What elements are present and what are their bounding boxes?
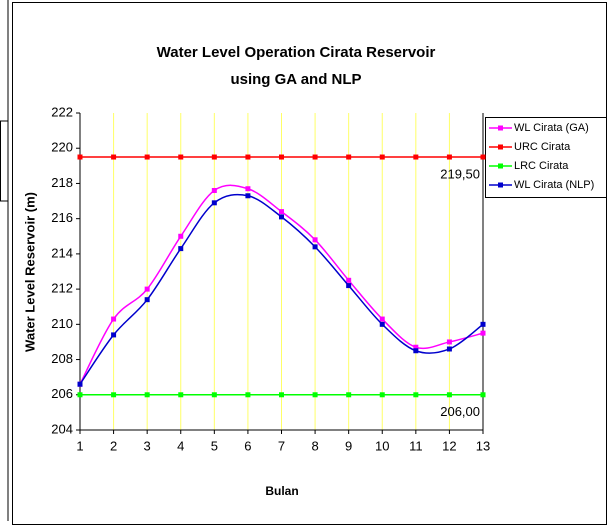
point-marker <box>77 154 83 160</box>
point-marker <box>245 193 251 199</box>
point-marker <box>211 187 217 193</box>
point-marker <box>279 209 284 215</box>
point-marker <box>312 392 318 398</box>
x-tick-label: 5 <box>211 438 218 453</box>
legend-swatch <box>498 125 503 131</box>
point-marker <box>279 154 284 160</box>
point-marker <box>144 154 150 160</box>
x-tick-label: 9 <box>345 438 352 453</box>
y-tick-label: 216 <box>51 210 73 225</box>
y-tick-label: 222 <box>51 104 73 119</box>
point-marker <box>144 297 150 303</box>
y-tick-label: 208 <box>51 351 73 366</box>
point-marker <box>446 154 452 160</box>
point-marker <box>480 330 486 336</box>
y-tick-label: 214 <box>51 245 73 260</box>
point-marker <box>312 237 318 243</box>
x-tick-label: 11 <box>409 438 423 453</box>
y-tick-label: 204 <box>51 421 73 436</box>
point-marker <box>111 154 117 160</box>
left-box <box>0 120 9 202</box>
chart-title: using GA and NLP <box>230 71 361 88</box>
x-tick-label: 6 <box>244 438 251 453</box>
point-marker <box>446 346 452 352</box>
legend-label: WL Cirata (NLP) <box>514 179 594 191</box>
point-marker <box>379 316 385 322</box>
point-marker <box>446 392 452 398</box>
x-tick-label: 10 <box>375 438 389 453</box>
annotation: 206,00 <box>440 404 480 419</box>
point-marker <box>144 286 150 292</box>
point-marker <box>178 154 184 160</box>
point-marker <box>111 332 117 338</box>
point-marker <box>480 154 486 160</box>
y-axis-label: Water Level Reservoir (m) <box>22 192 37 352</box>
x-tick-label: 7 <box>278 438 285 453</box>
legend-swatch <box>498 182 503 188</box>
x-tick-label: 8 <box>311 438 318 453</box>
point-marker <box>346 154 352 160</box>
y-tick-label: 212 <box>51 281 73 296</box>
x-tick-label: 12 <box>442 438 456 453</box>
legend-swatch <box>498 144 503 150</box>
point-marker <box>178 246 184 252</box>
point-marker <box>77 381 83 387</box>
point-marker <box>312 154 318 160</box>
y-tick-label: 220 <box>51 140 73 155</box>
point-marker <box>211 392 217 398</box>
point-marker <box>245 154 251 160</box>
point-marker <box>211 154 217 160</box>
point-marker <box>279 214 284 220</box>
y-tick-label: 218 <box>51 175 73 190</box>
point-marker <box>245 186 251 192</box>
point-marker <box>346 392 352 398</box>
point-marker <box>279 392 284 398</box>
point-marker <box>211 200 217 206</box>
y-tick-label: 210 <box>51 316 73 331</box>
point-marker <box>379 321 385 327</box>
point-marker <box>480 321 486 327</box>
legend-label: WL Cirata (GA) <box>514 122 589 134</box>
point-marker <box>111 392 117 398</box>
point-marker <box>178 233 184 239</box>
point-marker <box>413 392 419 398</box>
chart-title: Water Level Operation Cirata Reservoir <box>157 44 436 61</box>
point-marker <box>379 392 385 398</box>
point-marker <box>144 392 150 398</box>
y-tick-label: 206 <box>51 386 73 401</box>
x-axis-label: Bulan <box>265 484 298 498</box>
legend-label: LRC Cirata <box>514 160 569 172</box>
x-tick-label: 13 <box>476 438 490 453</box>
point-marker <box>178 392 184 398</box>
chart-frame <box>12 2 607 525</box>
legend-label: URC Cirata <box>514 141 571 153</box>
point-marker <box>379 154 385 160</box>
point-marker <box>111 316 117 322</box>
x-tick-label: 1 <box>76 438 83 453</box>
legend-swatch <box>498 163 503 169</box>
x-tick-label: 4 <box>177 438 184 453</box>
x-tick-label: 3 <box>144 438 151 453</box>
point-marker <box>346 277 352 283</box>
x-tick-label: 2 <box>110 438 117 453</box>
point-marker <box>77 392 83 398</box>
point-marker <box>413 154 419 160</box>
point-marker <box>413 344 419 350</box>
point-marker <box>346 283 352 289</box>
point-marker <box>413 348 419 354</box>
point-marker <box>245 392 251 398</box>
point-marker <box>480 392 486 398</box>
legend-box <box>485 117 607 198</box>
point-marker <box>312 244 318 250</box>
point-marker <box>446 339 452 345</box>
annotation: 219,50 <box>440 166 480 181</box>
